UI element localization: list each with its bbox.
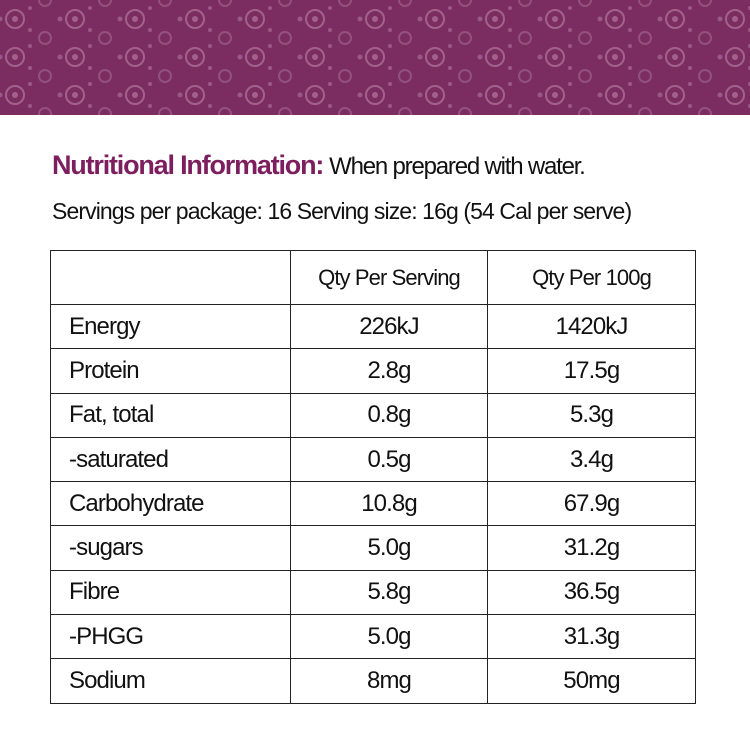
table-row: Energy 226kJ 1420kJ bbox=[50, 303, 696, 350]
nutrient-value: 5.3g bbox=[487, 392, 696, 438]
nutrient-name: Carbohydrate bbox=[50, 481, 291, 527]
nutrient-name: -saturated bbox=[50, 436, 291, 483]
table-row: Protein 2.8g 17.5g bbox=[50, 348, 696, 394]
table-row: -sugars 5.0g 31.2g bbox=[50, 525, 696, 571]
header-row: Qty Per Serving Qty Per 100g bbox=[50, 250, 696, 305]
nutrition-table: Qty Per Serving Qty Per 100g Energy 226kJ… bbox=[50, 250, 696, 704]
header-cell bbox=[50, 250, 291, 305]
servings: Servings per package: 16 Serving size: 1… bbox=[52, 198, 632, 224]
nutrient-value: 226kJ bbox=[290, 303, 488, 350]
table-row: Carbohydrate 10.8g 67.9g bbox=[50, 481, 696, 527]
table-row: -saturated 0.5g 3.4g bbox=[50, 436, 696, 483]
nutrient-name: Sodium bbox=[50, 658, 291, 704]
nutrient-value: 50mg bbox=[487, 658, 696, 704]
heading: Nutritional Information: When prepared wi… bbox=[52, 150, 586, 181]
nutrient-name: Fat, total bbox=[50, 392, 291, 438]
header-cell: Qty Per 100g bbox=[487, 250, 696, 305]
nutrient-value: 0.5g bbox=[290, 436, 488, 483]
table-row: -PHGG 5.0g 31.3g bbox=[50, 614, 696, 660]
nutrient-value: 17.5g bbox=[487, 348, 696, 394]
nutrient-value: 1420kJ bbox=[487, 303, 696, 350]
table-body: Energy 226kJ 1420kJ Protein 2.8g 17.5g Fat, to… bbox=[50, 303, 696, 704]
table-row: Sodium 8mg 50mg bbox=[50, 658, 696, 704]
note: When prepared with water. bbox=[329, 153, 586, 180]
nutrient-name: -sugars bbox=[50, 525, 291, 571]
nutrient-value: 10.8g bbox=[290, 481, 488, 527]
nutrient-value: 31.2g bbox=[487, 525, 696, 571]
nutrient-value: 5.0g bbox=[290, 525, 488, 571]
nutrient-name: -PHGG bbox=[50, 614, 291, 660]
nutrient-value: 5.8g bbox=[290, 569, 488, 616]
table-row: Fibre 5.8g 36.5g bbox=[50, 569, 696, 616]
nutrient-value: 36.5g bbox=[487, 569, 696, 616]
nutrient-value: 5.0g bbox=[290, 614, 488, 660]
nutrient-value: 8mg bbox=[290, 658, 488, 704]
nutrient-value: 67.9g bbox=[487, 481, 696, 527]
nutrient-name: Fibre bbox=[50, 569, 291, 616]
nutrient-value: 3.4g bbox=[487, 436, 696, 483]
nutrient-name: Energy bbox=[50, 303, 291, 350]
pattern bbox=[0, 0, 750, 115]
nutrient-value: 2.8g bbox=[290, 348, 488, 394]
decorative-banner bbox=[0, 0, 750, 115]
header-cell: Qty Per Serving bbox=[290, 250, 488, 305]
nutrient-name: Protein bbox=[50, 348, 291, 394]
table-row: Fat, total 0.8g 5.3g bbox=[50, 392, 696, 438]
title: Nutritional Information: bbox=[52, 150, 324, 180]
nutrient-value: 31.3g bbox=[487, 614, 696, 660]
nutrient-value: 0.8g bbox=[290, 392, 488, 438]
